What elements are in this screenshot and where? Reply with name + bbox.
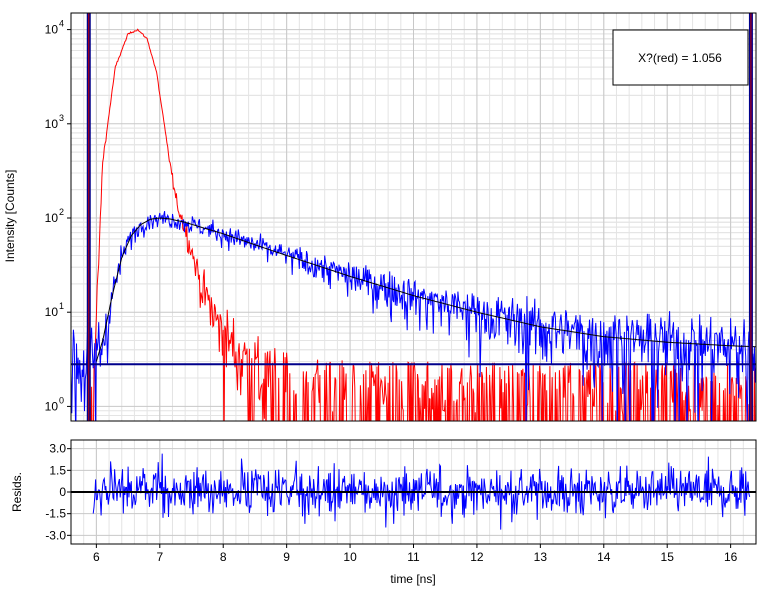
x-tick-label: 12: [470, 550, 484, 564]
y-tick-exponent: 1: [59, 301, 64, 311]
res-y-tick-label: 1.5: [49, 463, 66, 477]
residuals-y-ticks: 3.0 1.5 0 -1.5 -3.0: [45, 442, 71, 542]
residuals-y-axis-label: Resids.: [10, 472, 24, 512]
y-tick-exponent: 0: [59, 395, 64, 405]
res-y-tick-label: 0: [59, 485, 66, 499]
chi-square-annotation: X?(red) = 1.056: [612, 29, 749, 86]
series-line-0: [88, 28, 756, 421]
series-line-1: [71, 210, 756, 421]
main-plot-frame: [70, 12, 757, 422]
x-tick-label: 16: [724, 550, 738, 564]
x-tick-label: 9: [283, 550, 290, 564]
x-ticks: 6 7 8 9 10 11 12 13 14 15 16: [93, 544, 738, 564]
y-tick-exponent: 2: [59, 207, 64, 217]
x-axis-label: time [ns]: [390, 572, 435, 586]
x-tick-label: 11: [407, 550, 420, 564]
x-tick-label: 8: [220, 550, 227, 564]
y-tick-label: 10: [45, 399, 59, 413]
main-series: [71, 28, 756, 421]
res-y-tick-label: 3.0: [49, 442, 66, 456]
x-tick-label: 13: [534, 550, 548, 564]
residual-line-0: [92, 453, 751, 530]
x-tick-label: 10: [343, 550, 357, 564]
annotation-text: X?(red) = 1.056: [638, 51, 722, 65]
series-line-2: [95, 217, 756, 362]
res-y-tick-label: -1.5: [45, 507, 66, 521]
residuals-series: [71, 453, 756, 530]
main-markers: [86, 13, 753, 421]
residuals-plot: 3.0 1.5 0 -1.5 -3.0 Resids. 6 7 8 9 10 11 12 13 14 15…: [10, 439, 757, 586]
x-tick-label: 7: [156, 550, 163, 564]
y-tick-exponent: 4: [59, 19, 64, 29]
y-tick-label: 10: [45, 211, 59, 225]
res-y-tick-label: -3.0: [45, 528, 66, 542]
annotation-box: [612, 29, 749, 86]
x-tick-label: 15: [661, 550, 675, 564]
y-tick-label: 10: [45, 305, 59, 319]
x-tick-label: 14: [597, 550, 611, 564]
y-tick-label: 10: [45, 117, 59, 131]
main-y-axis-label: Intensity [Counts]: [3, 170, 17, 263]
x-tick-label: 6: [93, 550, 100, 564]
y-tick-exponent: 3: [59, 113, 64, 123]
y-tick-label: 10: [45, 23, 59, 37]
